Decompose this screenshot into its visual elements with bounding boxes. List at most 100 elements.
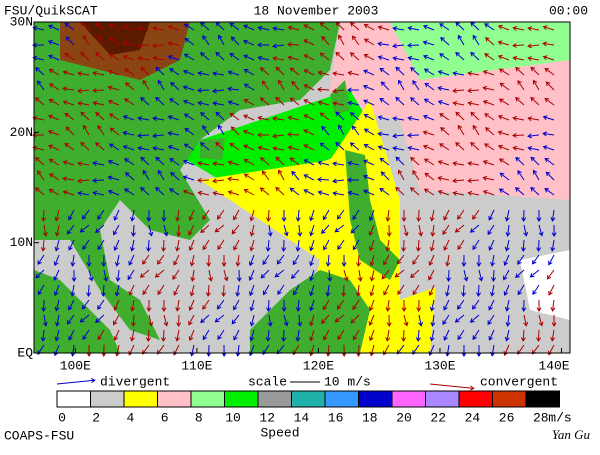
wind-arrow	[550, 209, 556, 222]
wind-arrow	[42, 314, 48, 327]
colorbar-cell	[190, 390, 225, 408]
wind-arrow	[146, 299, 152, 312]
land	[200, 138, 225, 160]
wind-arrow	[445, 284, 450, 297]
wind-arrow	[347, 177, 360, 183]
wind-arrow	[467, 190, 480, 196]
wind-arrow	[380, 81, 390, 91]
wind-arrow	[488, 299, 495, 311]
wind-arrow	[217, 239, 225, 250]
wind-arrow	[49, 83, 60, 91]
wind-arrow	[422, 40, 435, 46]
wind-arrow	[538, 224, 544, 237]
wind-arrow	[482, 189, 495, 196]
wind-arrow	[452, 161, 465, 167]
wind-arrow	[292, 254, 300, 266]
colorbar-cell	[123, 390, 158, 408]
colorbar-label: 4	[126, 410, 134, 425]
wind-arrow	[200, 52, 210, 61]
wind-arrow	[363, 189, 375, 196]
wind-arrow	[309, 299, 315, 312]
colorbar-label: 26	[499, 410, 515, 425]
header-left: FSU/QuikSCAT	[4, 3, 98, 18]
wind-arrow	[428, 254, 435, 266]
wind-arrow	[325, 254, 331, 267]
wind-arrow	[377, 25, 390, 31]
wind-arrow	[521, 299, 527, 312]
wind-arrow	[498, 158, 510, 166]
wind-arrow	[124, 172, 135, 181]
wind-arrow	[233, 209, 240, 221]
wind-arrow	[550, 299, 556, 312]
wind-arrow	[530, 156, 540, 166]
wind-arrow	[343, 269, 349, 282]
wind-arrow	[122, 40, 135, 46]
wind-arrow	[487, 314, 495, 326]
wind-arrow	[77, 71, 90, 77]
wind-arrow	[470, 141, 480, 151]
wind-arrow	[281, 239, 287, 252]
wind-arrow	[347, 190, 360, 196]
wind-arrow	[410, 269, 420, 279]
wind-arrow	[395, 96, 405, 106]
wind-arrow	[395, 156, 405, 166]
wind-arrow	[439, 143, 450, 151]
wind-arrow	[484, 113, 495, 121]
land	[34, 270, 120, 353]
wind-arrow	[490, 284, 495, 297]
wind-arrow	[503, 284, 510, 297]
wind-arrow	[122, 130, 135, 136]
wind-arrow	[54, 239, 60, 252]
wind-arrow	[267, 224, 273, 237]
wind-arrow	[418, 224, 424, 237]
wind-arrow	[108, 53, 120, 61]
wind-arrow	[412, 79, 420, 91]
wind-arrow	[188, 314, 195, 326]
wind-arrow	[272, 26, 285, 32]
wind-arrow	[259, 67, 270, 76]
wind-arrow	[40, 239, 46, 252]
wind-arrow	[229, 142, 240, 151]
wind-arrow	[289, 67, 300, 76]
wind-arrow	[272, 43, 285, 49]
wind-arrow	[418, 314, 424, 327]
wind-arrow	[401, 239, 407, 252]
wind-arrow	[182, 99, 195, 106]
wind-arrow	[148, 314, 154, 327]
wind-arrow	[48, 68, 60, 76]
wind-arrow	[243, 114, 255, 121]
wind-arrow	[351, 35, 360, 46]
wind-arrow	[469, 314, 480, 323]
wind-arrow	[430, 314, 436, 327]
wind-arrow	[377, 145, 390, 151]
wind-arrow	[437, 160, 450, 166]
wind-arrow	[190, 269, 196, 282]
wind-arrow	[34, 97, 45, 106]
wind-arrow	[548, 254, 555, 266]
wind-field	[32, 21, 557, 357]
wind-arrow	[215, 51, 225, 61]
wind-arrow	[113, 239, 120, 252]
wind-arrow	[257, 145, 270, 151]
wind-arrow	[157, 169, 165, 181]
wind-arrow	[34, 67, 45, 76]
wind-arrow	[64, 52, 75, 61]
wind-arrow	[175, 209, 181, 222]
wind-arrow	[542, 145, 555, 151]
wind-arrow	[386, 314, 392, 327]
wind-arrow	[379, 157, 390, 166]
wind-arrow	[217, 124, 225, 136]
wind-arrow	[287, 132, 300, 138]
wind-arrow	[335, 141, 345, 151]
wind-arrow	[484, 23, 495, 31]
wind-arrow	[163, 314, 169, 327]
wind-arrow	[410, 66, 420, 76]
wind-arrow	[442, 224, 450, 236]
wind-arrow	[172, 269, 180, 280]
wind-arrow	[484, 143, 495, 151]
wind-arrow	[202, 329, 210, 341]
wind-arrow	[243, 68, 255, 76]
wind-arrow	[101, 254, 107, 267]
wind-arrow	[527, 43, 540, 49]
wind-arrow	[498, 188, 510, 196]
